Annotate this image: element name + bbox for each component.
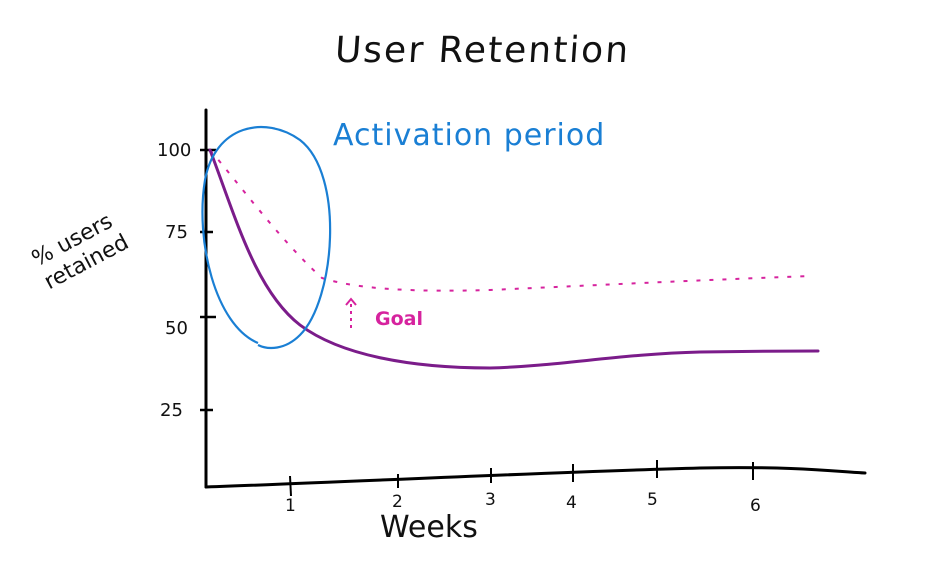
axes <box>204 108 867 489</box>
x-tick-1: 1 <box>285 496 296 516</box>
actual-retention-curve <box>208 148 820 370</box>
goal-curve <box>209 149 813 292</box>
y-axis-ticks <box>200 148 216 412</box>
activation-period-annotation: Activation period <box>333 118 606 153</box>
y-tick-50: 50 <box>165 318 188 339</box>
x-axis <box>204 466 867 489</box>
goal-arrow-icon <box>345 297 357 330</box>
activation-ellipse <box>201 126 332 350</box>
x-axis-label: Weeks <box>380 510 478 545</box>
y-tick-75: 75 <box>165 222 188 243</box>
y-tick-100: 100 <box>157 140 192 161</box>
y-tick-25: 25 <box>160 400 183 421</box>
x-tick-3: 3 <box>485 490 496 510</box>
y-axis <box>204 108 208 489</box>
x-axis-ticks <box>289 460 754 497</box>
x-tick-4: 4 <box>566 493 577 513</box>
goal-annotation: Goal <box>375 308 423 330</box>
x-tick-6: 6 <box>750 496 761 516</box>
x-tick-2: 2 <box>392 492 403 512</box>
x-tick-5: 5 <box>647 490 658 510</box>
